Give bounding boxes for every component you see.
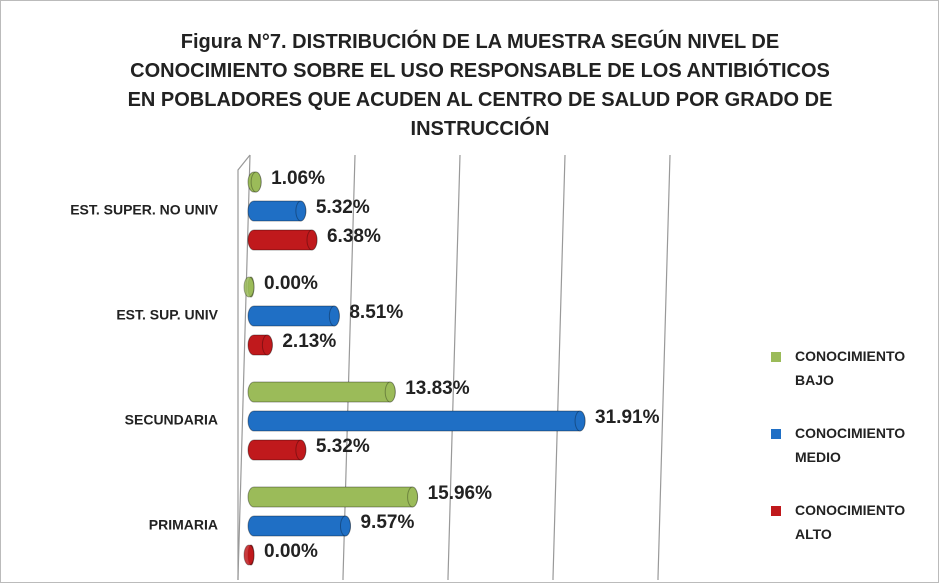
- data-label: 1.06%: [271, 168, 325, 189]
- data-label: 5.32%: [316, 197, 370, 218]
- bar-cap: [261, 334, 273, 356]
- bar: [247, 515, 351, 537]
- title-box: Figura N°7. DISTRIBUCIÓN DE LA MUESTRA S…: [127, 31, 833, 140]
- y-tick-label: SECUNDARIA: [125, 412, 218, 428]
- legend-swatch: [771, 352, 781, 362]
- bar-cap: [407, 486, 419, 508]
- legend-label: CONOCIMIENTO ALTO: [795, 502, 905, 542]
- chart-title: Figura N°7. DISTRIBUCIÓN DE LA MUESTRA S…: [127, 31, 833, 140]
- bar-cap: [328, 305, 340, 327]
- legend-swatch: [771, 506, 781, 516]
- legend-label: CONOCIMIENTO MEDIO: [795, 425, 905, 465]
- data-label: 5.32%: [316, 436, 370, 457]
- bar-cap: [250, 171, 262, 193]
- data-label: 0.00%: [264, 273, 318, 294]
- data-label: 9.57%: [360, 512, 414, 533]
- legend-word: MEDIO: [795, 449, 841, 465]
- bar-cap: [574, 410, 586, 432]
- legend-word: ALTO: [795, 526, 832, 542]
- grid-line: [342, 154, 356, 580]
- data-label: 13.83%: [405, 378, 470, 399]
- bar: [247, 410, 586, 432]
- data-label: 15.96%: [428, 483, 493, 504]
- bar: [247, 305, 340, 327]
- bar: [247, 486, 419, 508]
- y-tick-label: EST. SUP. UNIV: [116, 307, 218, 323]
- bar: [247, 381, 396, 403]
- legend-swatch: [771, 429, 781, 439]
- legend-word: CONOCIMIENTO: [795, 348, 905, 364]
- bar-cap: [295, 439, 307, 461]
- bar-cap: [339, 515, 351, 537]
- bar-cap: [306, 229, 318, 251]
- data-label: 6.38%: [327, 226, 381, 247]
- y-tick-label: EST. SUPER. NO UNIV: [70, 202, 218, 218]
- grid-line: [657, 154, 671, 580]
- legend-word: CONOCIMIENTO: [795, 502, 905, 518]
- wall: [237, 154, 251, 580]
- data-label: 31.91%: [595, 407, 660, 428]
- bar-cap: [243, 276, 255, 298]
- data-label: 2.13%: [282, 331, 336, 352]
- legend-label: CONOCIMIENTO BAJO: [795, 348, 905, 388]
- legend-word: BAJO: [795, 372, 834, 388]
- legend-word: CONOCIMIENTO: [795, 425, 905, 441]
- y-tick-label: PRIMARIA: [149, 517, 218, 533]
- data-label: 0.00%: [264, 541, 318, 562]
- bar-cap: [243, 544, 255, 566]
- bar-cap: [384, 381, 396, 403]
- bar-cap: [295, 200, 307, 222]
- data-label: 8.51%: [349, 302, 403, 323]
- grid-line: [552, 154, 566, 580]
- grid-line: [447, 154, 461, 580]
